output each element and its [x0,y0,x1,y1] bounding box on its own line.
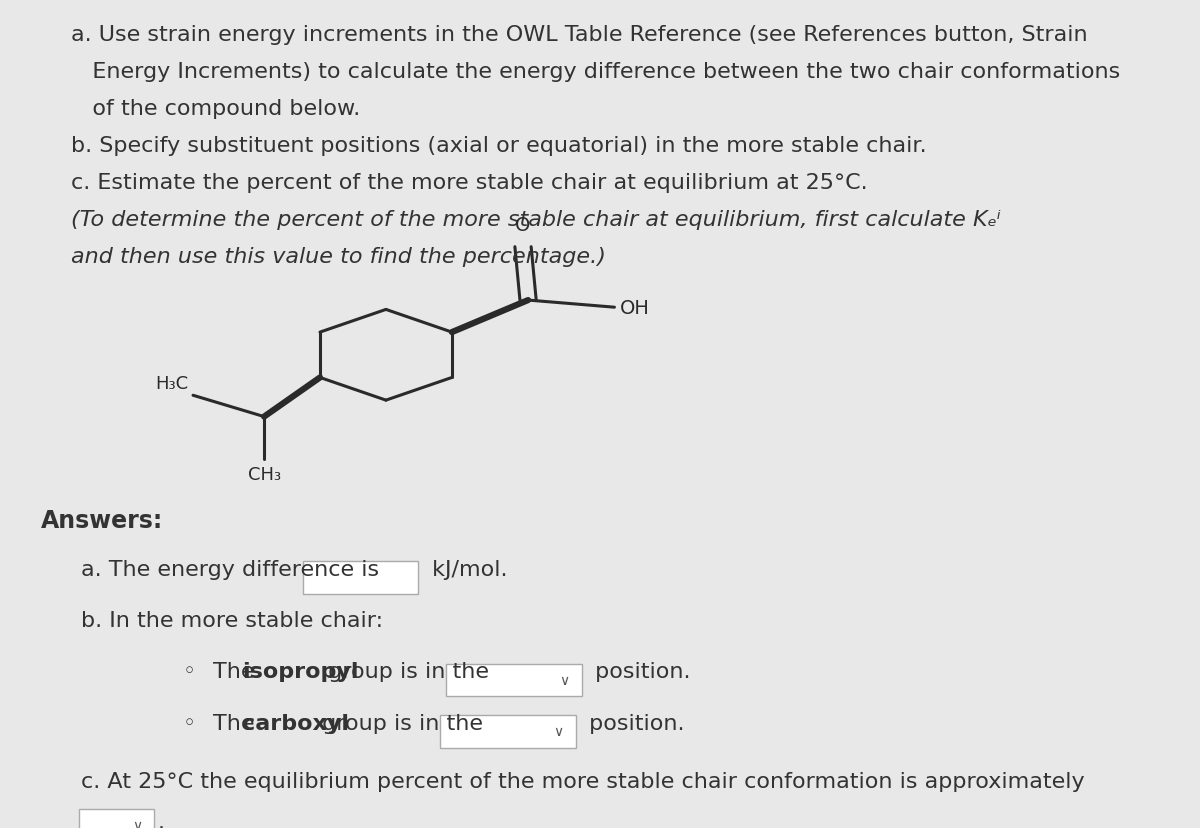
Text: and then use this value to find the percentage.): and then use this value to find the perc… [71,247,606,267]
Text: ∨: ∨ [553,724,564,739]
Text: position.: position. [588,662,690,681]
Text: c. At 25°C the equilibrium percent of the more stable chair conformation is appr: c. At 25°C the equilibrium percent of th… [82,771,1085,791]
Text: .: . [157,811,164,828]
Text: O: O [515,215,530,234]
Text: position.: position. [582,713,684,733]
Text: group is in the: group is in the [320,662,488,681]
Text: The: The [214,662,262,681]
Text: CH₃: CH₃ [247,465,281,484]
Text: a. Use strain energy increments in the OWL Table Reference (see References butto: a. Use strain energy increments in the O… [71,25,1087,45]
Text: (To determine the percent of the more stable chair at equilibrium, first calcula: (To determine the percent of the more st… [71,209,1001,229]
Text: a. The energy difference is: a. The energy difference is [82,559,379,580]
Text: kJ/mol.: kJ/mol. [425,559,508,580]
Text: b. In the more stable chair:: b. In the more stable chair: [82,610,383,630]
Text: group is in the: group is in the [314,713,482,733]
Text: carboxyl: carboxyl [241,713,349,733]
FancyBboxPatch shape [439,715,576,748]
Text: Answers:: Answers: [41,508,163,532]
FancyBboxPatch shape [302,561,419,595]
Text: ∨: ∨ [559,673,570,687]
Text: c. Estimate the percent of the more stable chair at equilibrium at 25°C.: c. Estimate the percent of the more stab… [71,173,868,193]
FancyBboxPatch shape [79,809,155,828]
Text: of the compound below.: of the compound below. [71,99,360,118]
Text: H₃C: H₃C [155,374,188,392]
Text: OH: OH [619,298,649,317]
FancyBboxPatch shape [446,664,582,696]
Text: isopropyl: isopropyl [241,662,359,681]
Text: The: The [214,713,262,733]
Text: Energy Increments) to calculate the energy difference between the two chair conf: Energy Increments) to calculate the ener… [71,62,1121,82]
Text: ◦: ◦ [182,713,203,733]
Text: ∨: ∨ [132,818,142,828]
Text: b. Specify substituent positions (axial or equatorial) in the more stable chair.: b. Specify substituent positions (axial … [71,136,926,156]
Text: ◦: ◦ [182,662,203,681]
